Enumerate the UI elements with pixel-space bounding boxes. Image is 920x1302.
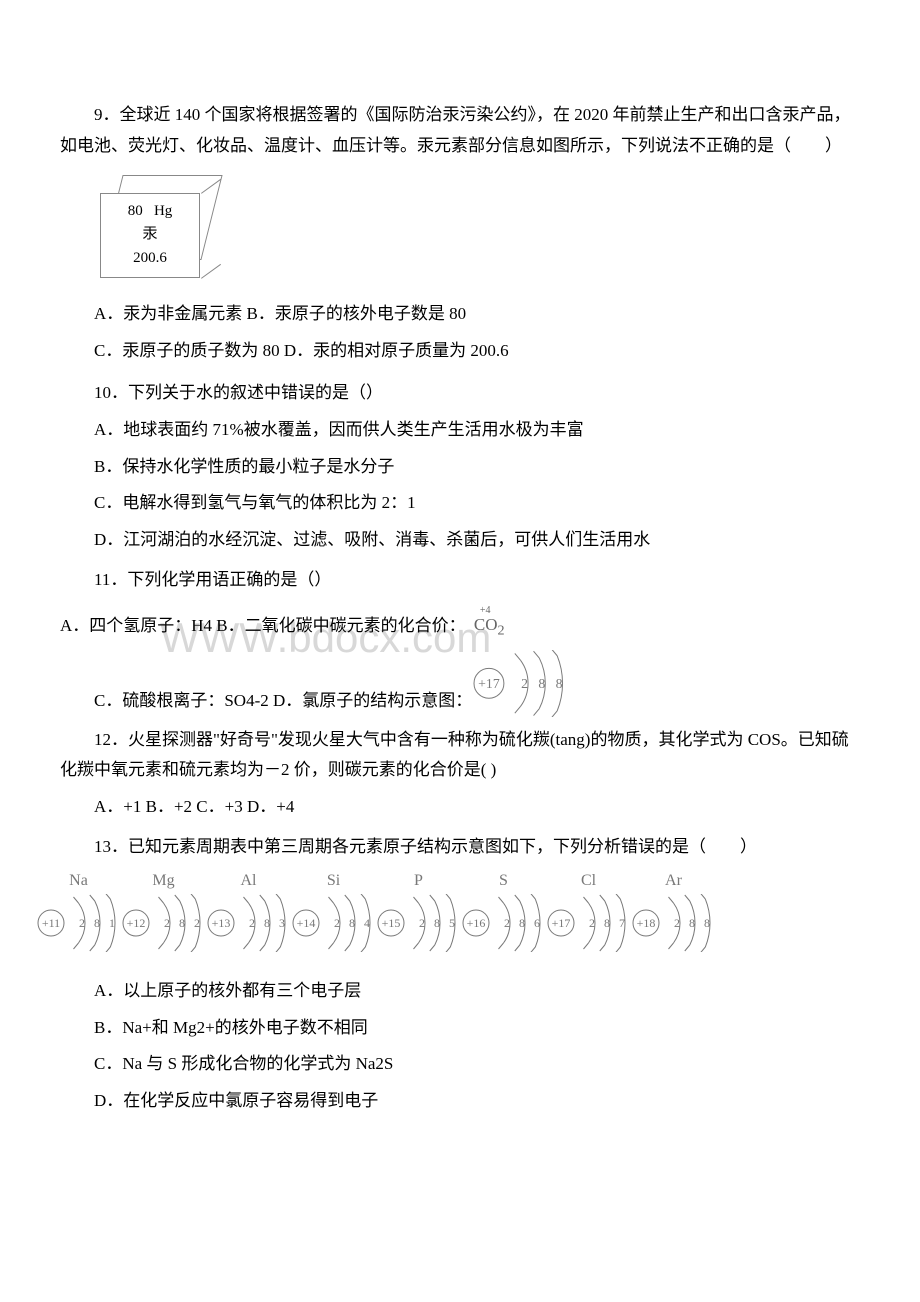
element-tile-hg: 80 Hg 汞 200.6 [94, 175, 234, 285]
svg-text:1: 1 [109, 916, 115, 930]
q11-a-text: A．四个氢原子：H4 B．二氧化碳中碳元素的化合价： [60, 616, 466, 635]
svg-text:8: 8 [519, 916, 525, 930]
chlorine-atom-icon: +17288 [472, 650, 569, 717]
q11-stem: 11．下列化学用语正确的是（） [60, 565, 860, 596]
svg-text:+15: +15 [382, 916, 401, 930]
atom-p: P+15285 [376, 867, 461, 962]
svg-text:8: 8 [349, 916, 355, 930]
q10-d: D．江河湖泊的水经沉淀、过滤、吸附、消毒、杀菌后，可供人们生活用水 [60, 525, 860, 556]
svg-text:8: 8 [94, 916, 100, 930]
svg-text:8: 8 [604, 916, 610, 930]
svg-text:2: 2 [674, 916, 680, 930]
svg-text:8: 8 [179, 916, 185, 930]
q11-row-ab: WWW.bdocx.com A．四个氢原子：H4 B．二氧化碳中碳元素的化合价：… [60, 610, 860, 644]
svg-text:2: 2 [334, 916, 340, 930]
atomic-number: 80 [128, 203, 143, 219]
svg-text:4: 4 [364, 916, 370, 930]
svg-text:8: 8 [704, 916, 710, 930]
atomic-mass: 200.6 [101, 247, 199, 270]
svg-text:+11: +11 [42, 916, 60, 930]
svg-text:+13: +13 [212, 916, 231, 930]
svg-text:8: 8 [264, 916, 270, 930]
svg-text:8: 8 [689, 916, 695, 930]
tile-row1: 80 Hg [101, 200, 199, 223]
tile-connector [201, 264, 221, 279]
atom-mg: Mg+12282 [121, 867, 206, 962]
svg-text:7: 7 [619, 916, 625, 930]
svg-text:2: 2 [521, 676, 528, 691]
q11-c-text: C．硫酸根离子：SO4-2 D．氯原子的结构示意图： [60, 686, 472, 717]
svg-text:3: 3 [279, 916, 285, 930]
svg-text:8: 8 [556, 676, 563, 691]
svg-text:8: 8 [539, 676, 546, 691]
atom-na: Na+11281 [36, 867, 121, 962]
svg-text:2: 2 [79, 916, 85, 930]
q11-row-cd: C．硫酸根离子：SO4-2 D．氯原子的结构示意图： +17288 [60, 650, 860, 717]
q13-atoms-row: Na+11281Mg+12282Al+13283Si+14284P+15285S… [36, 867, 860, 962]
atom-ar: Ar+18288 [631, 867, 716, 962]
q9-stem: 9．全球近 140 个国家将根据签署的《国际防治汞污染公约》，在 2020 年前… [60, 100, 860, 161]
q10-b: B．保持水化学性质的最小粒子是水分子 [60, 452, 860, 483]
atom-cl: Cl+17287 [546, 867, 631, 962]
q10-a: A．地球表面约 71%被水覆盖，因而供人类生产生活用水极为丰富 [60, 415, 860, 446]
co2-valence-icon: +4 CO2 [472, 610, 505, 644]
svg-text:+18: +18 [637, 916, 656, 930]
q13-stem: 13．已知元素周期表中第三周期各元素原子结构示意图如下，下列分析错误的是（ ） [60, 832, 860, 863]
svg-text:+14: +14 [297, 916, 316, 930]
atom-al: Al+13283 [206, 867, 291, 962]
q9-opts-cd: C．汞原子的质子数为 80 D．汞的相对原子质量为 200.6 [60, 336, 860, 367]
tile-front: 80 Hg 汞 200.6 [100, 193, 200, 278]
q9-opts-ab: A．汞为非金属元素 B．汞原子的核外电子数是 80 [60, 299, 860, 330]
q10-stem: 10．下列关于水的叙述中错误的是（） [60, 378, 860, 409]
q13-d: D．在化学反应中氯原子容易得到电子 [60, 1086, 860, 1117]
svg-text:+16: +16 [467, 916, 486, 930]
svg-text:+17: +17 [478, 676, 500, 691]
svg-text:+12: +12 [127, 916, 146, 930]
svg-text:2: 2 [419, 916, 425, 930]
svg-text:8: 8 [434, 916, 440, 930]
svg-text:+17: +17 [552, 916, 571, 930]
svg-text:2: 2 [504, 916, 510, 930]
svg-text:2: 2 [194, 916, 200, 930]
svg-text:2: 2 [164, 916, 170, 930]
co2-sub: 2 [498, 622, 505, 638]
svg-text:5: 5 [449, 916, 455, 930]
q13-c: C．Na 与 S 形成化合物的化学式为 Na2S [60, 1049, 860, 1080]
q13-b: B．Na+和 Mg2+的核外电子数不相同 [60, 1013, 860, 1044]
svg-text:2: 2 [589, 916, 595, 930]
atom-s: S+16286 [461, 867, 546, 962]
co2-charge: +4 [480, 602, 491, 620]
svg-text:2: 2 [249, 916, 255, 930]
atom-si: Si+14284 [291, 867, 376, 962]
q12-stem: 12．火星探测器"好奇号"发现火星大气中含有一种称为硫化羰(tang)的物质，其… [60, 725, 860, 786]
element-symbol: Hg [154, 203, 172, 219]
q12-opts: A．+1 B．+2 C．+3 D．+4 [60, 792, 860, 823]
q10-c: C．电解水得到氢气与氧气的体积比为 2：1 [60, 488, 860, 519]
q13-a: A．以上原子的核外都有三个电子层 [60, 976, 860, 1007]
element-name: 汞 [101, 223, 199, 246]
svg-text:6: 6 [534, 916, 540, 930]
